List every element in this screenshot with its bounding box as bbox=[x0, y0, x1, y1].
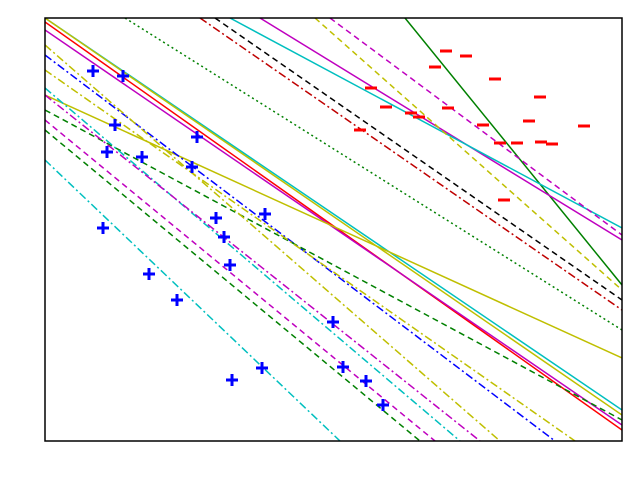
plus-point bbox=[224, 259, 236, 271]
plus-point bbox=[327, 316, 339, 328]
plus-point bbox=[117, 70, 129, 82]
boundary-line bbox=[45, 87, 461, 441]
plus-point bbox=[101, 146, 113, 158]
boundary-line bbox=[45, 129, 421, 441]
plus-point bbox=[191, 131, 203, 143]
axes-frame bbox=[44, 17, 623, 442]
boundary-line bbox=[45, 44, 501, 441]
boundary-line bbox=[45, 94, 481, 441]
plus-point bbox=[143, 268, 155, 280]
boundary-line bbox=[329, 18, 622, 236]
boundary-line bbox=[45, 109, 622, 421]
boundary-line bbox=[214, 18, 622, 301]
plus-point bbox=[109, 119, 121, 131]
plus-point bbox=[377, 399, 389, 411]
plus-point bbox=[97, 222, 109, 234]
plus-point bbox=[171, 294, 183, 306]
boundary-line bbox=[45, 18, 622, 416]
boundary-line bbox=[45, 159, 341, 441]
boundary-line bbox=[259, 18, 622, 241]
plot-area bbox=[45, 18, 622, 441]
plus-point bbox=[259, 208, 271, 220]
boundary-line bbox=[45, 119, 436, 441]
boundary-line bbox=[314, 18, 622, 291]
boundary-line bbox=[199, 18, 622, 311]
plus-point bbox=[226, 374, 238, 386]
plus-point bbox=[210, 212, 222, 224]
plus-point bbox=[360, 375, 372, 387]
plus-point bbox=[218, 231, 230, 243]
plus-point bbox=[337, 361, 349, 373]
boundary-line bbox=[45, 54, 556, 441]
plus-point bbox=[186, 161, 198, 173]
boundary-line bbox=[45, 29, 622, 426]
boundary-line bbox=[404, 18, 622, 286]
boundary-line bbox=[229, 18, 622, 229]
boundary-line bbox=[45, 69, 576, 441]
plus-point bbox=[136, 151, 148, 163]
plus-point bbox=[256, 362, 268, 374]
plus-point bbox=[87, 65, 99, 77]
boundary-line bbox=[45, 94, 622, 359]
